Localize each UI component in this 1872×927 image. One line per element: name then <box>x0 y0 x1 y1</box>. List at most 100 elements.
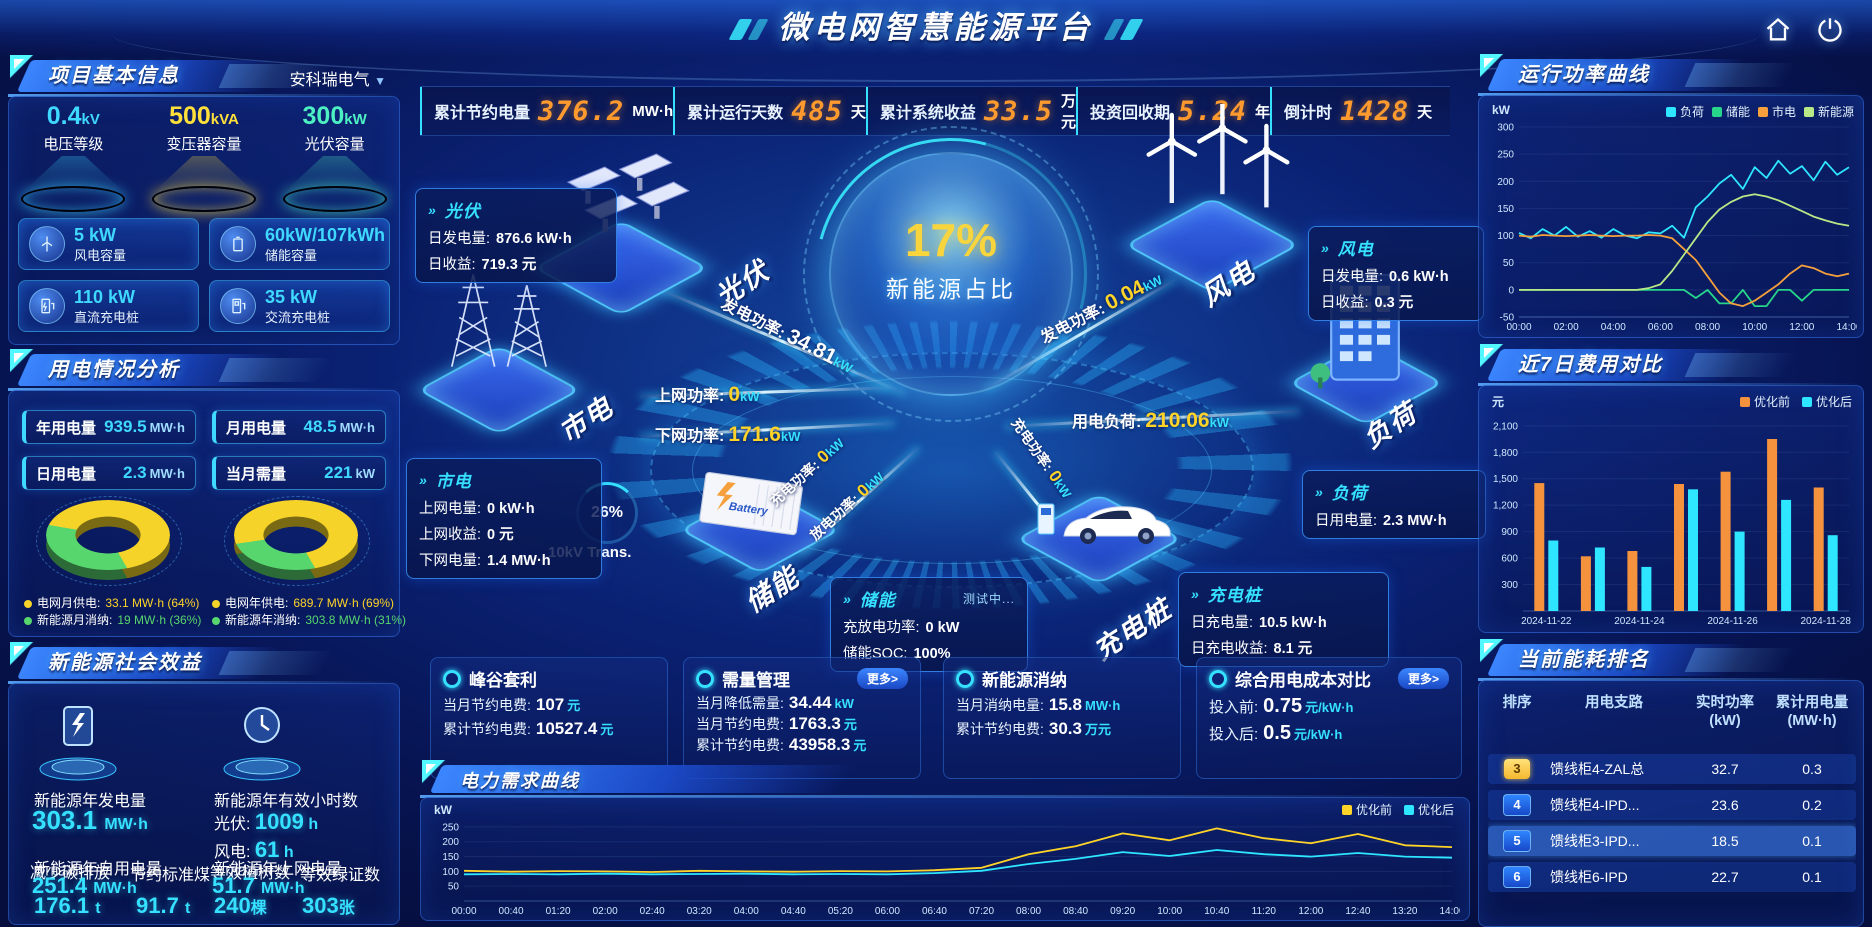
ev-car-icon <box>1037 503 1171 544</box>
legend-item: 市电 <box>1757 103 1796 120</box>
kpi-payback-period: 投资回收期 5.24 年 <box>1075 87 1270 135</box>
svg-text:05:20: 05:20 <box>828 906 853 917</box>
table-row[interactable]: 3 馈线柜4-ZAL总 32.7 0.3 <box>1488 754 1856 784</box>
svg-text:1,500: 1,500 <box>1493 474 1518 485</box>
chip-month-demand: 当月需量 221 kW <box>212 456 386 490</box>
company-dropdown[interactable]: 安科瑞电气 ▼ <box>290 66 386 90</box>
table-row[interactable]: 4 馈线柜4-IPD... 23.6 0.2 <box>1488 790 1856 820</box>
rank-badge: 6 <box>1503 866 1531 888</box>
company-dropdown-value: 安科瑞电气 <box>289 72 370 89</box>
flow-draw-down: 下网功率: 171.6kW <box>655 423 801 446</box>
donut-month-supply <box>36 496 182 586</box>
power-icon[interactable] <box>1816 16 1844 44</box>
svg-text:06:00: 06:00 <box>875 906 900 917</box>
cost-y-unit: 元 <box>1492 395 1505 409</box>
svg-text:08:40: 08:40 <box>1063 906 1088 917</box>
svg-text:06:40: 06:40 <box>922 906 947 917</box>
benefit-cert-label: 等效绿证数 <box>300 867 381 884</box>
card-ac-charger: 35 kW 交流充电桩 <box>209 280 390 332</box>
kpi-unit: 天 <box>1417 103 1433 121</box>
more-button[interactable]: 更多> <box>1397 668 1449 689</box>
rank-badge: 5 <box>1503 830 1531 852</box>
more-button[interactable]: 更多> <box>856 668 908 689</box>
infobox-load: » 负荷 日用电量: 2.3 MW·h <box>1302 470 1486 539</box>
legend-swatch <box>1403 804 1414 815</box>
panel-corner-icon <box>1480 639 1504 663</box>
flow-feed-in: 上网功率: 0kW <box>655 383 760 406</box>
svg-text:04:40: 04:40 <box>781 906 806 917</box>
bullet-icon <box>696 669 714 688</box>
svg-text:900: 900 <box>1501 527 1518 538</box>
kpi-unit: MW·h <box>632 102 674 120</box>
panel-power-curve: 运行功率曲线 kW 负荷 储能 市电 新能源 -50 0 50 100 150 200 250 30… <box>1478 54 1864 338</box>
renewable-share-orb: 17% 新能源占比 <box>765 88 1137 460</box>
wind-icon <box>29 226 65 262</box>
header-swoosh <box>112 34 1760 82</box>
legend-dot <box>24 599 32 608</box>
svg-text:10:00: 10:00 <box>1157 906 1182 917</box>
power-chart: -50 0 50 100 150 200 250 300 00:00 02:00 04:00 06:0… <box>1497 123 1857 334</box>
svg-text:09:20: 09:20 <box>1110 906 1135 917</box>
legend-swatch <box>1801 396 1812 407</box>
infobox-grid: » 市电 上网电量: 0 kW·h 上网收益: 0 元 下网电量: 1.4 MW·h <box>406 458 602 579</box>
infobox-charger: » 充电桩 日充电量: 10.5 kW·h 日充电收益: 8.1 元 <box>1178 572 1389 667</box>
svg-text:100: 100 <box>1497 231 1514 242</box>
benefit-tree-label: 等效植树数 <box>210 865 291 882</box>
benefit-co2-label: 减少碳排放 <box>30 865 111 882</box>
svg-text:2024-11-22: 2024-11-22 <box>1521 616 1572 627</box>
svg-text:00:00: 00:00 <box>451 906 476 917</box>
svg-text:100: 100 <box>442 867 459 878</box>
table-row[interactable]: 6 馈线柜6-IPD 22.7 0.1 <box>1488 862 1856 892</box>
kpi-value: 33.5 <box>983 95 1053 127</box>
infobox-solar: » 光伏 日发电量: 876.6 kW·h 日收益: 719.3 元 <box>415 188 617 283</box>
legend-swatch <box>1711 106 1722 117</box>
chevron-right-icon: » <box>428 201 437 218</box>
svg-text:-50: -50 <box>1500 313 1515 324</box>
legend-swatch <box>1739 396 1750 407</box>
chip-month-usage: 月用电量 48.5 MW·h <box>212 410 386 444</box>
chevron-right-icon: » <box>843 590 852 607</box>
panel-corner-icon <box>1480 54 1504 78</box>
infobox-storage: » 储能 测试中... 充放电功率: 0 kW 储能SOC: 100% <box>830 577 1028 672</box>
svg-text:1,200: 1,200 <box>1493 501 1518 512</box>
panel-corner-icon <box>10 55 34 79</box>
ac-charger-icon <box>220 288 256 324</box>
kpi-running-days: 累计运行天数 485 天 <box>673 87 866 135</box>
svg-text:01:20: 01:20 <box>546 906 571 917</box>
svg-text:08:00: 08:00 <box>1016 906 1041 917</box>
svg-text:1,800: 1,800 <box>1493 448 1518 459</box>
legend-swatch <box>1341 804 1352 815</box>
svg-text:2024-11-28: 2024-11-28 <box>1801 616 1852 627</box>
kpi-unit: 天 <box>850 103 866 121</box>
table-row[interactable]: 5 馈线柜3-IPD... 18.5 0.1 <box>1488 826 1856 856</box>
legend-swatch <box>1803 106 1814 117</box>
panel-energy-ranking: 当前能耗排名 排序 用电支路 实时功率 (kW) 累计用电量 (MW·h) 3 馈线柜… <box>1478 639 1864 927</box>
svg-text:250: 250 <box>442 822 459 833</box>
kpi-value: 485 <box>791 95 843 127</box>
legend-swatch <box>1665 106 1676 117</box>
demand-y-unit: kW <box>434 803 452 817</box>
panel-title: 近7日费用对比 <box>1518 354 1664 376</box>
chevron-right-icon: » <box>1191 585 1200 602</box>
svg-text:10:00: 10:00 <box>1742 322 1767 333</box>
svg-text:12:00: 12:00 <box>1789 322 1814 333</box>
home-icon[interactable] <box>1764 16 1792 44</box>
wind-turbines-icon <box>1146 104 1290 208</box>
panel-usage-analysis: 用电情况分析 年用电量 939.5 MW·h 月用电量 48.5 MW·h 日用电量 2.… <box>8 349 406 637</box>
benefit-co2-value: 176.1 t <box>34 893 101 918</box>
benefit-feed-value: 51.7 MW·h <box>212 873 305 898</box>
svg-text:150: 150 <box>1497 204 1514 215</box>
svg-text:200: 200 <box>442 837 459 848</box>
storage-status-badge: 测试中... <box>962 592 1015 606</box>
card-dc-charger: 110 kW 直流充电桩 <box>18 280 199 332</box>
svg-text:0: 0 <box>1508 285 1514 296</box>
power-legend: 负荷 储能 市电 新能源 <box>1665 103 1854 120</box>
cost-legend: 优化前 优化后 <box>1739 393 1852 410</box>
bullet-icon <box>443 669 461 688</box>
svg-text:06:00: 06:00 <box>1648 322 1673 333</box>
panel-title: 运行功率曲线 <box>1518 64 1650 86</box>
svg-text:200: 200 <box>1497 177 1514 188</box>
panel-title: 项目基本信息 <box>48 65 180 87</box>
ranking-table: 3 馈线柜4-ZAL总 32.7 0.3 4 馈线柜4-IPD... 23.6 0.2 … <box>1488 754 1856 925</box>
panel-corner-icon <box>10 349 34 373</box>
